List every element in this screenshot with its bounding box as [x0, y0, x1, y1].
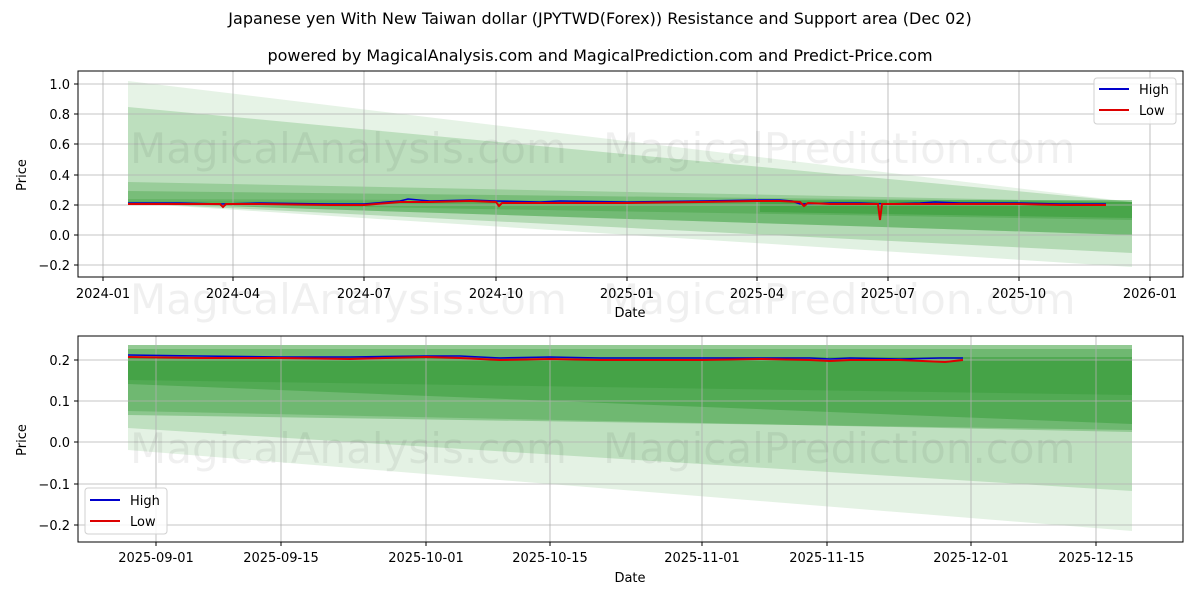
- bottom-plot-area: MagicalAnalysis.com MagicalPrediction.co…: [78, 336, 1183, 542]
- x-tick: 2025-10-15: [512, 551, 588, 566]
- top-x-label: Date: [614, 306, 645, 321]
- top-y-axis: 1.0 0.8 0.6 0.4 0.2 0.0 −0.2: [38, 78, 78, 274]
- band-3: [128, 357, 1132, 424]
- high-line: [127, 354, 963, 360]
- watermark-left: MagicalAnalysis.com: [130, 124, 567, 173]
- chart-title: Japanese yen With New Taiwan dollar (JPY…: [228, 9, 972, 28]
- band-1: [128, 345, 1132, 432]
- y-tick: −0.2: [38, 259, 70, 274]
- x-tick: 2025-10: [992, 287, 1046, 302]
- y-tick: −0.1: [38, 478, 70, 493]
- band-near-upper: [128, 182, 1132, 235]
- chart-subtitle: powered by MagicalAnalysis.com and Magic…: [267, 46, 933, 65]
- y-tick: 0.1: [49, 395, 70, 410]
- top-legend: High Low: [1093, 77, 1177, 125]
- bottom-y-axis: 0.2 0.1 0.0 −0.1 −0.2: [38, 354, 78, 534]
- y-tick: −0.2: [38, 519, 70, 534]
- y-tick: 0.6: [49, 138, 70, 153]
- y-tick: 0.0: [49, 436, 70, 451]
- top-plot-area: MagicalAnalysis.com MagicalPrediction.co…: [78, 71, 1183, 277]
- top-axes-frame: [77, 70, 1184, 278]
- legend-high: High: [130, 494, 160, 509]
- legend-high: High: [1139, 83, 1169, 98]
- legend-low: Low: [1139, 104, 1165, 119]
- y-tick: 0.2: [49, 199, 70, 214]
- band-2: [128, 349, 1132, 430]
- watermark-right-lower: MagicalPrediction.com: [603, 275, 1076, 324]
- x-tick: 2025-12-01: [933, 551, 1009, 566]
- y-tick: 0.4: [49, 169, 70, 184]
- watermark-left-lower: MagicalAnalysis.com: [130, 275, 567, 324]
- legend-low: Low: [130, 515, 156, 530]
- bottom-y-label: Price: [15, 424, 30, 456]
- watermark-right-bottom: MagicalPrediction.com: [603, 424, 1076, 473]
- bottom-grid: [78, 336, 1183, 542]
- x-tick: 2025-12-15: [1058, 551, 1134, 566]
- x-tick: 2024-04: [206, 287, 260, 302]
- band-5: [128, 345, 1132, 531]
- low-line: [127, 355, 964, 364]
- y-tick: 0.2: [49, 354, 70, 369]
- band-outer-upper: [128, 81, 1132, 235]
- watermark-left-bottom: MagicalAnalysis.com: [130, 424, 567, 473]
- top-x-axis: 2024-01 2024-04 2024-07 2024-10 2025-01 …: [76, 277, 1177, 302]
- bottom-x-axis: 2025-09-01 2025-09-15 2025-10-01 2025-10…: [118, 542, 1134, 566]
- x-tick: 2026-01: [1123, 287, 1177, 302]
- y-tick: 0.8: [49, 108, 70, 123]
- x-tick: 2024-07: [337, 287, 391, 302]
- bottom-x-label: Date: [614, 571, 645, 586]
- y-tick: 0.0: [49, 229, 70, 244]
- y-tick: 1.0: [49, 78, 70, 93]
- x-tick: 2024-10: [469, 287, 523, 302]
- bottom-axes-frame: [77, 335, 1184, 543]
- x-tick: 2025-11-15: [789, 551, 865, 566]
- bottom-legend: High Low: [84, 487, 168, 535]
- band-4: [128, 345, 1132, 491]
- x-tick: 2025-09-15: [243, 551, 319, 566]
- x-tick: 2025-09-01: [118, 551, 194, 566]
- x-tick: 2025-04: [730, 287, 784, 302]
- top-y-label: Price: [15, 159, 30, 191]
- x-tick: 2025-01: [600, 287, 654, 302]
- low-line: [128, 199, 1106, 221]
- watermark-right: MagicalPrediction.com: [603, 124, 1076, 173]
- x-tick: 2025-07: [861, 287, 915, 302]
- band-core: [128, 360, 1132, 395]
- x-tick: 2025-11-01: [664, 551, 740, 566]
- x-tick: 2024-01: [76, 287, 130, 302]
- x-tick: 2025-10-01: [388, 551, 464, 566]
